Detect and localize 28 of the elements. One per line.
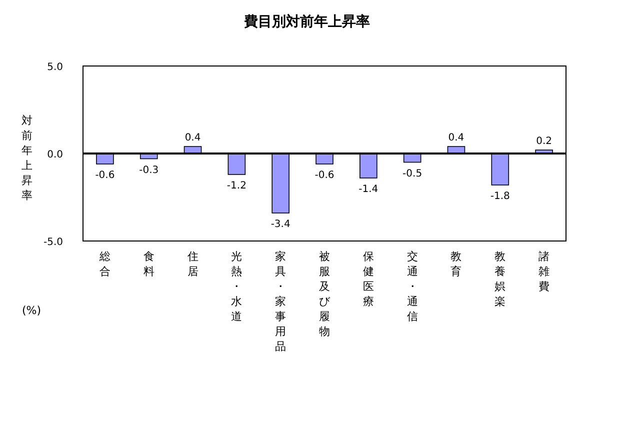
x-tick-label: 保健医療	[362, 250, 374, 308]
data-label: -0.6	[314, 170, 334, 181]
data-label: 0.2	[536, 136, 552, 147]
x-tick-label: 諸雑費	[538, 250, 550, 293]
data-label: 0.4	[184, 132, 201, 144]
x-tick-label: 被服及び履物	[319, 250, 331, 338]
data-label: -1.8	[490, 191, 510, 202]
data-label: -3.4	[270, 219, 290, 230]
chart-title: 費目別対前年上昇率	[243, 13, 370, 30]
text: (%)	[22, 304, 42, 317]
x-tick-label: 住居	[187, 250, 198, 278]
x-tick-label: 食料	[143, 250, 154, 278]
x-tick-label: 総合	[98, 250, 110, 278]
data-label: -0.6	[95, 170, 115, 181]
data-label: -1.2	[226, 180, 246, 192]
x-tick-label: 家具・家事用品	[275, 250, 286, 353]
y-tick-label: 0.0	[47, 150, 63, 160]
x-tick-label: 教養娯楽	[494, 250, 506, 308]
data-label: -1.4	[358, 184, 378, 195]
data-label: -0.5	[402, 168, 422, 180]
data-label: 0.4	[448, 132, 464, 144]
y-tick-label: -5.0	[43, 237, 63, 248]
x-tick-label: 交通・通信	[406, 250, 418, 323]
x-tick-label: 教育	[450, 250, 462, 278]
y-axis-title: 対前年上昇率	[22, 114, 32, 202]
x-tick-label: 光熱・水道	[231, 250, 242, 323]
y-tick-label: 5.0	[47, 62, 63, 73]
data-label: -0.3	[139, 164, 159, 176]
